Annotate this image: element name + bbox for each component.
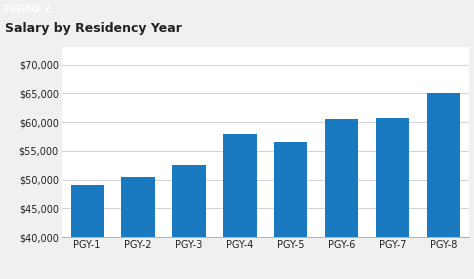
Text: FIGURE 2: FIGURE 2 — [4, 5, 50, 14]
Bar — [223, 134, 256, 279]
Text: Salary by Residency Year: Salary by Residency Year — [5, 22, 182, 35]
Bar — [325, 119, 358, 279]
Bar — [121, 177, 155, 279]
Bar — [173, 165, 206, 279]
Bar — [427, 93, 460, 279]
Bar — [71, 186, 104, 279]
Bar — [376, 118, 410, 279]
Bar — [274, 142, 308, 279]
